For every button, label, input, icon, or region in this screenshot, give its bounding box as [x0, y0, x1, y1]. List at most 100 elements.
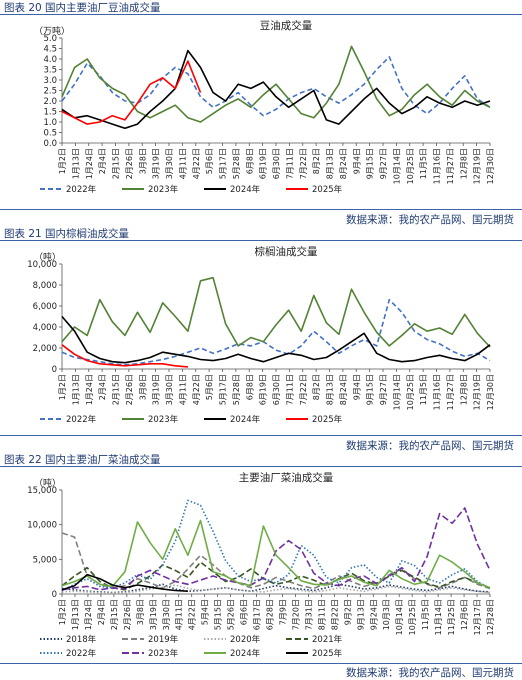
series-line-2022年 — [61, 56, 491, 117]
x-tick-label: 10月14日 — [392, 148, 401, 184]
x-tick-label: 10月14日 — [392, 374, 401, 410]
y-tick-label: 8,000 — [33, 281, 57, 291]
x-tick-label: 5月26日 — [227, 599, 236, 630]
x-tick-label: 6月8日 — [245, 374, 254, 400]
x-tick-label: 8月24日 — [339, 374, 348, 405]
x-tick-label: 2月26日 — [123, 599, 132, 630]
x-tick-label: 11月25日 — [447, 599, 456, 635]
x-tick-label: 11月27日 — [446, 148, 455, 184]
x-tick-label: 6月30日 — [272, 374, 281, 405]
series-line-2023年 — [61, 45, 491, 123]
x-tick-label: 12月30日 — [486, 374, 495, 410]
x-tick-label: 1月2日 — [58, 374, 67, 400]
figure-title-rapeseed-oil: 图表 22 国内主要油厂菜油成交量 — [4, 454, 161, 466]
x-tick-label: 5月15日 — [214, 599, 223, 630]
x-tick-label: 1月24日 — [85, 374, 94, 405]
legend-label: 2021年 — [312, 634, 343, 645]
x-tick-label: 11月5日 — [419, 148, 428, 179]
legend-label: 2024年 — [230, 184, 261, 195]
palm-oil-volume-chart: 棕榈油成交量 （吨） 0 2,000 4,000 6,000 8,000 10,000 1月2日… — [27, 245, 495, 425]
x-tick-label: 7月9日 — [278, 599, 287, 625]
series-line-2022年 — [61, 298, 491, 366]
x-tick-label: 7月11日 — [285, 374, 294, 405]
x-tick-label: 1月2日 — [58, 148, 67, 174]
soybean-oil-volume-chart: 豆油成交量（万吨）0.00.51.01.52.02.53.03.54.04.55… — [34, 19, 495, 195]
x-tick-label: 7月22日 — [299, 374, 308, 405]
x-tick-label: 7月22日 — [299, 148, 308, 179]
rapeseed-oil-volume-chart: 主要油厂菜油成交量 （吨） 0 5,000 10,000 15,000 1月2日 1月13日 1… — [27, 471, 495, 659]
x-tick-label: 11月5日 — [419, 374, 428, 405]
x-tick-label: 9月15日 — [366, 374, 375, 405]
source-note: 数据来源：我的农产品网、国元期货 — [346, 214, 514, 226]
x-tick-label: 11月14日 — [434, 599, 443, 635]
x-tick-label: 5月6日 — [205, 148, 214, 174]
y-tick-label: 6,000 — [33, 302, 57, 312]
x-tick-label: 9月27日 — [379, 148, 388, 179]
legend-label: 2025年 — [312, 414, 343, 425]
figure-bottom-rule — [0, 663, 522, 664]
y-tick-label: 0 — [52, 590, 57, 600]
x-tick-label: 5月6日 — [205, 374, 214, 400]
y-tick-label: 2.5 — [43, 87, 57, 97]
x-tick-label: 6月30日 — [272, 148, 281, 179]
x-tick-label: 1月24日 — [85, 148, 94, 179]
legend-label: 2025年 — [312, 184, 343, 195]
x-tick-label: 3月19日 — [152, 148, 161, 179]
x-tick-label: 9月24日 — [369, 599, 378, 630]
y-tick-label: 10,000 — [27, 260, 57, 270]
x-tick-label: 6月19日 — [259, 374, 268, 405]
figure-title-soybean-oil: 图表 20 国内主要油厂豆油成交量 — [4, 2, 161, 14]
x-tick-label: 3月8日 — [138, 374, 147, 400]
series-line-2023年 — [61, 276, 491, 348]
legend-label: 2018年 — [66, 634, 97, 645]
x-tick-label: 10月3日 — [382, 599, 391, 630]
legend-label: 2020年 — [230, 634, 261, 645]
series-line-2025年 — [61, 344, 188, 368]
x-tick-label: 2月26日 — [125, 374, 134, 405]
figure-title-rule — [0, 14, 522, 15]
x-tick-label: 11月5日 — [421, 599, 430, 630]
x-tick-label: 10月25日 — [408, 599, 417, 635]
x-tick-label: 9月15日 — [366, 148, 375, 179]
x-tick-label: 8月2日 — [312, 374, 321, 400]
chart-title: 豆油成交量 — [260, 19, 313, 32]
x-tick-label: 8月24日 — [339, 148, 348, 179]
series-line-2024年 — [61, 49, 491, 130]
x-tick-label: 10月25日 — [406, 374, 415, 410]
x-tick-label: 8月22日 — [330, 599, 339, 630]
x-tick-label: 2月4日 — [98, 374, 107, 400]
x-tick-label: 4月11日 — [175, 599, 184, 630]
x-tick-label: 6月8日 — [245, 148, 254, 174]
y-tick-label: 0 — [52, 365, 57, 375]
x-tick-label: 6月19日 — [259, 148, 268, 179]
legend-label: 2022年 — [66, 414, 97, 425]
x-tick-label: 7月20日 — [291, 599, 300, 630]
x-tick-label: 10月14日 — [395, 599, 404, 635]
y-tick-label: 1.0 — [43, 118, 57, 128]
x-tick-label: 12月19日 — [473, 148, 482, 184]
x-tick-label: 11月16日 — [433, 148, 442, 184]
x-tick-label: 2月15日 — [112, 148, 121, 179]
x-tick-label: 5月28日 — [232, 374, 241, 405]
x-tick-label: 1月2日 — [58, 599, 67, 625]
series-line-2025年 — [61, 573, 188, 592]
legend-label: 2024年 — [230, 648, 261, 659]
x-tick-label: 12月6日 — [460, 599, 469, 630]
legend-label: 2022年 — [66, 648, 97, 659]
x-tick-label: 6月6日 — [240, 599, 249, 625]
legend-label: 2023年 — [148, 414, 179, 425]
series-line-2025年 — [61, 60, 202, 125]
x-tick-label: 8月13日 — [326, 148, 335, 179]
x-tick-label: 1月13日 — [71, 374, 80, 405]
x-tick-label: 9月4日 — [352, 148, 361, 174]
figure-bottom-rule — [0, 209, 522, 210]
x-tick-label: 8月2日 — [312, 148, 321, 174]
x-tick-label: 6月28日 — [266, 599, 275, 630]
y-axis-unit: （万吨） — [34, 25, 70, 37]
y-tick-label: 15,000 — [27, 486, 57, 496]
x-tick-label: 2月4日 — [97, 599, 106, 625]
x-tick-label: 12月17日 — [473, 599, 482, 635]
y-tick-label: 3.5 — [43, 66, 57, 76]
x-tick-label: 12月8日 — [459, 148, 468, 179]
y-axis-unit: （吨） — [34, 477, 61, 489]
